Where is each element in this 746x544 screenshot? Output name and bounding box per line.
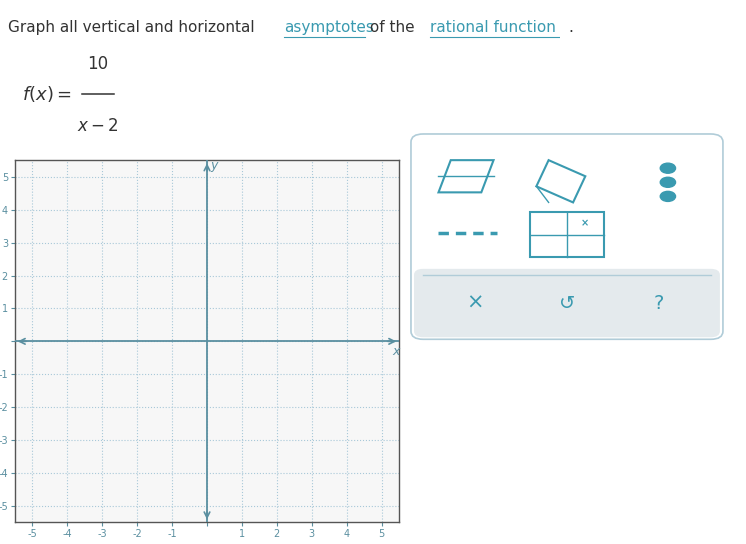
FancyBboxPatch shape <box>414 269 720 337</box>
FancyBboxPatch shape <box>530 213 604 257</box>
Text: $\it{x}-2$: $\it{x}-2$ <box>77 118 119 135</box>
Text: 10: 10 <box>87 55 108 73</box>
Circle shape <box>660 191 676 201</box>
Text: ?: ? <box>653 294 664 313</box>
Text: asymptotes: asymptotes <box>284 20 374 35</box>
Polygon shape <box>439 160 494 193</box>
Circle shape <box>660 177 676 187</box>
Text: .: . <box>568 20 573 35</box>
Text: of the: of the <box>366 20 420 35</box>
Text: $\it{f}(\it{x})=$: $\it{f}(\it{x})=$ <box>22 84 72 104</box>
Polygon shape <box>536 160 586 202</box>
Text: ×: × <box>581 219 589 228</box>
Circle shape <box>660 163 676 173</box>
Text: x: x <box>392 345 399 358</box>
Text: Graph all vertical and horizontal: Graph all vertical and horizontal <box>8 20 260 35</box>
Text: ↺: ↺ <box>559 294 575 313</box>
Text: rational function: rational function <box>430 20 556 35</box>
FancyBboxPatch shape <box>411 134 723 339</box>
Text: y: y <box>210 159 218 172</box>
Text: ×: × <box>466 293 484 313</box>
